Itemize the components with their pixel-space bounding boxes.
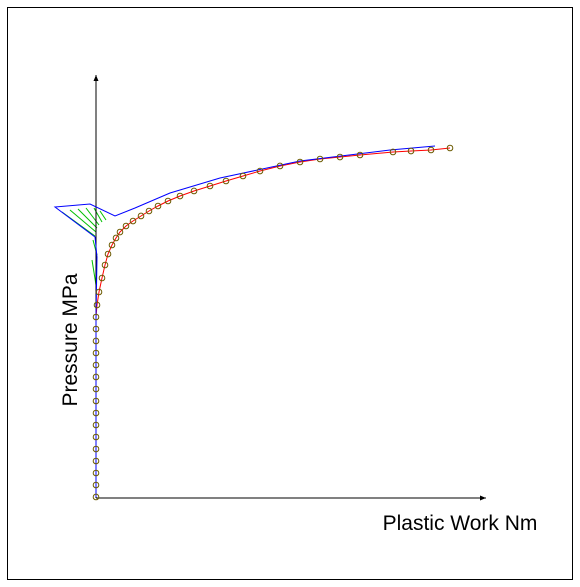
marker [164, 197, 172, 205]
marker [336, 153, 344, 161]
marker [92, 421, 100, 429]
marker [446, 144, 454, 152]
marker [112, 234, 120, 242]
marker [92, 469, 100, 477]
marker [116, 228, 124, 236]
marker [92, 445, 100, 453]
x-axis-label: Plastic Work Nm [383, 512, 538, 535]
marker [276, 162, 284, 170]
marker [92, 349, 100, 357]
marker [92, 385, 100, 393]
marker [92, 337, 100, 345]
marker [256, 167, 264, 175]
marker [92, 409, 100, 417]
marker [104, 250, 112, 258]
marker [296, 158, 304, 166]
marker [92, 373, 100, 381]
marker [145, 207, 153, 215]
marker [154, 202, 162, 210]
marker [356, 151, 364, 159]
marker [92, 433, 100, 441]
marker [92, 493, 100, 501]
marker [101, 261, 109, 269]
marker [137, 212, 145, 220]
marker [176, 192, 184, 200]
marker [316, 155, 324, 163]
series-line [53, 145, 436, 497]
marker [92, 361, 100, 369]
marker [407, 147, 415, 155]
marker [108, 241, 116, 249]
marker [92, 481, 100, 489]
marker [92, 397, 100, 405]
marker [206, 182, 214, 190]
marker [222, 177, 230, 185]
marker [427, 146, 435, 154]
marker [389, 148, 397, 156]
marker [98, 274, 106, 282]
marker [93, 301, 101, 309]
marker [122, 222, 130, 230]
marker [92, 457, 100, 465]
hatch [61, 207, 107, 286]
marker [95, 288, 103, 296]
marker [190, 187, 198, 195]
marker [92, 313, 100, 321]
marker [129, 217, 137, 225]
marker [239, 172, 247, 180]
y-axis-label: Pressure MPa [59, 273, 82, 406]
frame [7, 7, 573, 580]
marker [92, 325, 100, 333]
